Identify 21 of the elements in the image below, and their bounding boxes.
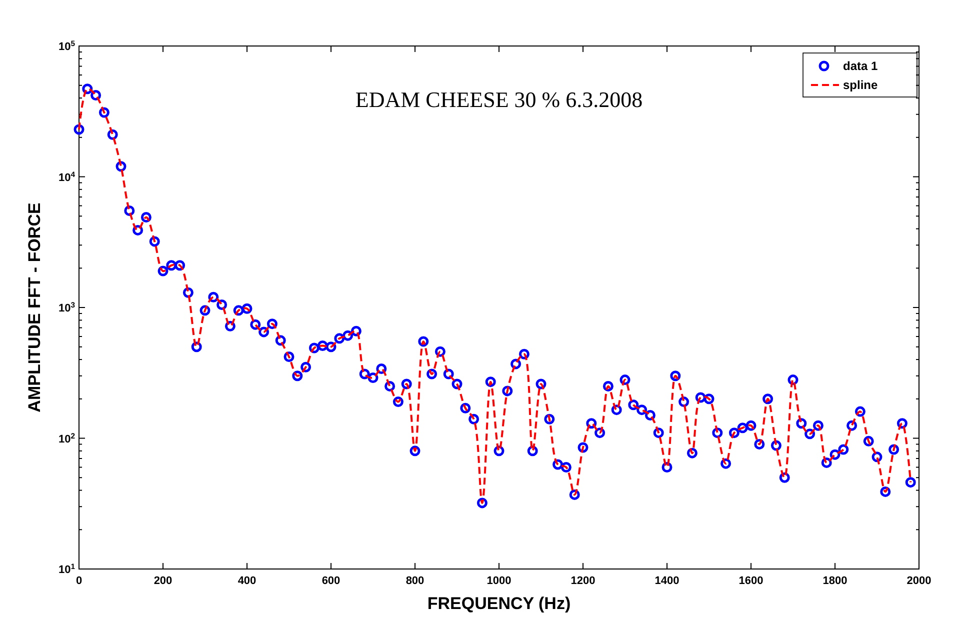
y-tick-label: 10$^{4}$ [58, 169, 76, 184]
y-tick-label: 10$^{1}$ [58, 562, 76, 576]
x-tick-label: 400 [238, 575, 256, 587]
y-tick-label: 10$^{5}$ [58, 38, 76, 53]
x-tick-label: 600 [322, 575, 340, 587]
legend-label: data 1 [843, 59, 878, 73]
x-tick-label: 1800 [822, 575, 848, 587]
x-tick-label: 200 [154, 575, 172, 587]
legend-label: spline [843, 78, 878, 92]
text: EDAM CHEESE 30 % 6.3.2008 [355, 87, 643, 112]
x-axis-title: FREQUENCY (Hz) [427, 594, 571, 613]
y-tick-label: 10$^{2}$ [58, 430, 75, 446]
x-tick-label: 1400 [654, 575, 680, 587]
x-tick-label: 0 [76, 575, 82, 587]
x-tick-label: 1200 [570, 575, 596, 587]
y-axis-title: AMPLITUDE FFT - FORCE [25, 202, 44, 412]
x-tick-label: 800 [406, 575, 424, 587]
y-tick-label: 10$^{3}$ [58, 300, 75, 314]
x-tick-label: 2000 [906, 575, 932, 587]
x-tick-label: 1600 [738, 575, 764, 587]
x-tick-label: 1000 [486, 575, 512, 587]
